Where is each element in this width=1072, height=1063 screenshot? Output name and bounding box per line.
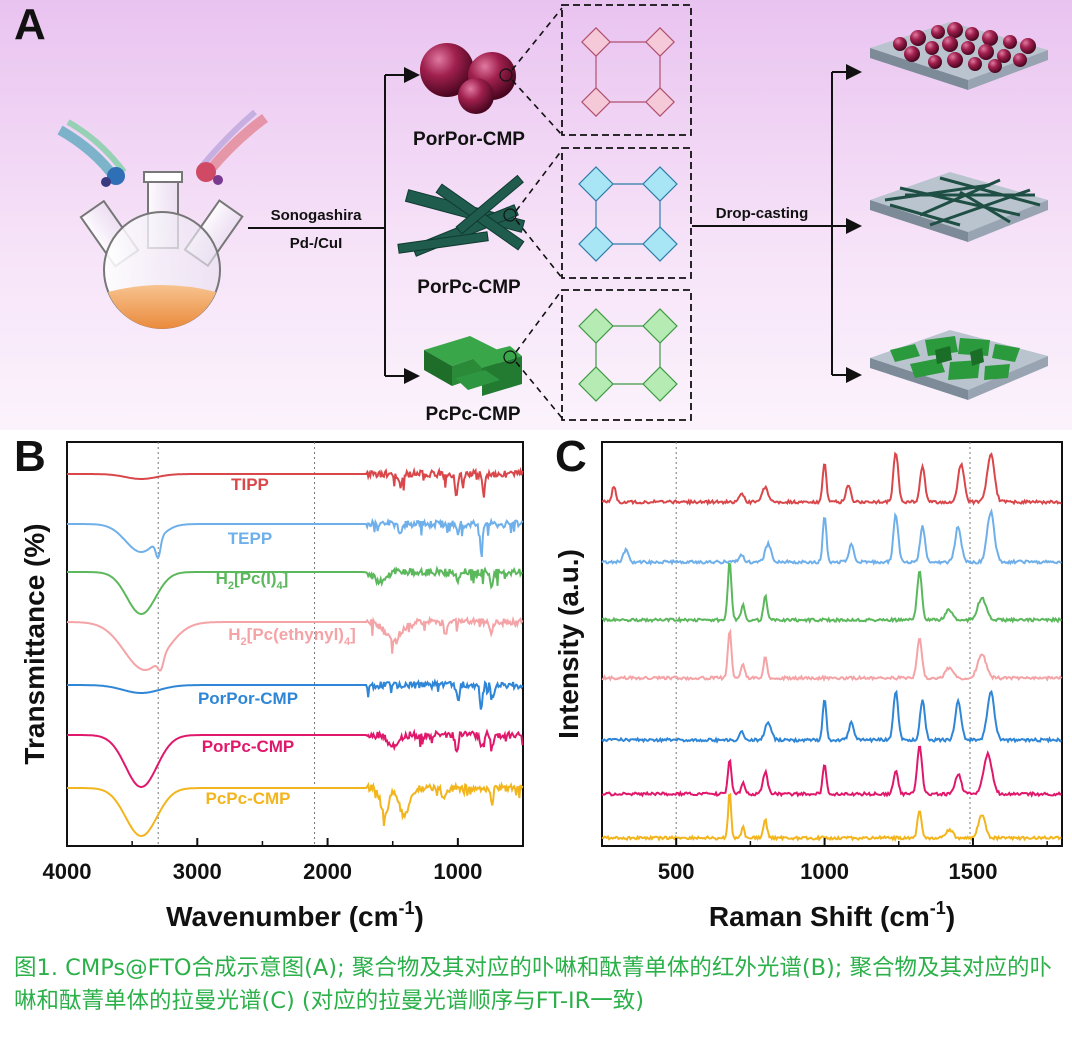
raman-chart: 500 1000 1500 Raman Shift (cm-1) bbox=[601, 441, 1063, 932]
reaction-name: Sonogashira bbox=[271, 207, 363, 224]
ftir-series-tepp bbox=[67, 517, 524, 560]
raman-series-pc-ethynyl bbox=[601, 628, 1063, 682]
substrate-with-blocks bbox=[870, 330, 1048, 400]
porpc-rods-icon bbox=[397, 174, 526, 257]
raman-x-tick-label: 1000 bbox=[800, 859, 849, 884]
porpor-spheres-icon bbox=[420, 43, 516, 114]
product-label-porpor: PorPor-CMP bbox=[413, 129, 525, 150]
pcpc-framework-structure bbox=[561, 289, 692, 421]
product-label-pcpc: PcPc-CMP bbox=[425, 404, 520, 425]
reaction-catalyst: Pd-/CuI bbox=[290, 235, 343, 252]
ftir-series-porpor bbox=[67, 678, 524, 710]
ftir-x-tick-label: 2000 bbox=[303, 859, 352, 884]
raman-x-axis-label: Raman Shift (cm-1) bbox=[709, 898, 955, 932]
ftir-label-tepp: TEPP bbox=[228, 529, 272, 548]
ftir-x-axis-label: Wavenumber (cm-1) bbox=[166, 898, 424, 932]
porpc-framework-structure bbox=[561, 147, 692, 279]
ftir-label-tipp: TIPP bbox=[231, 475, 269, 494]
porphyrin-monomer-icon bbox=[57, 119, 127, 187]
raman-x-tick-label: 1500 bbox=[948, 859, 997, 884]
raman-series-porpc bbox=[601, 745, 1062, 798]
raman-series-tepp bbox=[601, 507, 1062, 566]
raman-y-axis-label: Intensity (a.u.) bbox=[553, 549, 584, 739]
ftir-x-tick-label: 3000 bbox=[173, 859, 222, 884]
ftir-plot-frame bbox=[66, 441, 524, 847]
ftir-label-pcpc: PcPc-CMP bbox=[205, 789, 290, 808]
raman-y-axis-label-holder: Intensity (a.u.) bbox=[553, 549, 584, 739]
ftir-chart: TIPP TEPP H2[Pc(I)4] H2[Pc(ethynyl)4] Po… bbox=[19, 441, 524, 932]
ftir-label-pc-ethynyl: H2[Pc(ethynyl)4] bbox=[228, 625, 356, 648]
raman-x-tick-label: 500 bbox=[658, 859, 695, 884]
ftir-series-pcpc bbox=[67, 780, 524, 838]
pcpc-blocks-icon bbox=[424, 336, 522, 396]
substrate-with-rods bbox=[870, 172, 1048, 242]
ftir-x-tick-label: 4000 bbox=[43, 859, 92, 884]
substrate-with-spheres bbox=[870, 22, 1048, 90]
raman-series-porpor bbox=[601, 689, 1063, 744]
panel-a: Sonogashira Pd-/CuI bbox=[0, 0, 1072, 430]
ftir-series-porpc bbox=[67, 728, 524, 789]
synthesis-scheme: Sonogashira Pd-/CuI bbox=[57, 4, 1048, 425]
ftir-label-porpc: PorPc-CMP bbox=[202, 737, 295, 756]
ftir-label-pc-i: H2[Pc(I)4] bbox=[216, 569, 289, 592]
ftir-label-porpor: PorPor-CMP bbox=[198, 689, 298, 708]
ftir-series-tipp bbox=[67, 466, 524, 498]
phthalocyanine-monomer-icon bbox=[196, 109, 268, 185]
round-bottom-flask-icon bbox=[79, 171, 244, 329]
raman-series-pcpc bbox=[601, 792, 1062, 843]
raman-series-tipp bbox=[601, 451, 1062, 507]
panel-c-label: C bbox=[555, 432, 587, 481]
raman-plot-frame bbox=[601, 441, 1063, 847]
process-label: Drop-casting bbox=[716, 205, 809, 222]
product-label-porpc: PorPc-CMP bbox=[417, 277, 521, 298]
figure-caption: 图1. CMPs@FTO合成示意图(A); 聚合物及其对应的卟啉和酞菁单体的红外… bbox=[14, 955, 1053, 1014]
porpor-framework-structure bbox=[561, 4, 692, 136]
panel-b-label: B bbox=[14, 432, 46, 481]
ftir-series-pc-ethynyl bbox=[66, 615, 524, 672]
ftir-y-axis-label: Transmittance (%) bbox=[19, 523, 50, 764]
panel-a-label: A bbox=[14, 0, 46, 49]
ftir-series-pc-i bbox=[67, 565, 523, 616]
raman-series-pc-i bbox=[601, 563, 1063, 624]
ftir-x-tick-label: 1000 bbox=[433, 859, 482, 884]
